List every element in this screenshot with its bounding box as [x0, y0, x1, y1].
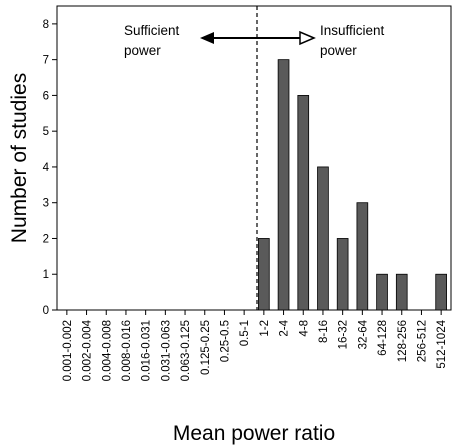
bar-512-1024: [435, 273, 447, 311]
y-tick-label: 5: [43, 126, 49, 138]
bar-4-8: [297, 95, 310, 311]
y-tick-label: 1: [43, 269, 49, 281]
annotation-sufficient-line1: Sufficient: [124, 23, 180, 38]
x-tick-label: 0.031-0.063: [160, 320, 172, 381]
x-tick-label: 32-64: [357, 319, 369, 349]
x-tick-label: 4-8: [298, 320, 310, 337]
bar-1-2: [258, 238, 270, 311]
x-tick-label: 64-128: [377, 320, 389, 356]
x-tick-label: 256-512: [416, 320, 428, 362]
x-tick-label: 0.008-0.016: [121, 320, 133, 381]
bar-128-256: [395, 273, 408, 311]
annotation-sufficient-line2: power: [124, 43, 161, 58]
x-tick-label: 2-4: [279, 319, 291, 336]
y-tick-label: 4: [43, 162, 50, 174]
bar-16-32: [336, 238, 349, 311]
x-tick-label: 0.125-0.25: [200, 320, 212, 375]
y-tick-label: 2: [43, 233, 49, 245]
x-tick-label: 1-2: [259, 320, 271, 337]
x-tick-label: 0.004-0.008: [101, 320, 113, 381]
y-tick-label: 3: [43, 198, 49, 210]
x-tick-label: 16-32: [338, 320, 350, 349]
x-tick-label: 8-16: [318, 320, 330, 343]
y-tick-label: 8: [43, 19, 49, 31]
plot-frame: [56, 5, 452, 311]
x-tick-label: 0.002-0.004: [82, 319, 94, 381]
x-tick-label: 0.016-0.031: [141, 320, 153, 381]
bar-64-128: [376, 273, 388, 311]
bar-32-64: [356, 202, 369, 311]
y-tick-label: 6: [43, 90, 49, 102]
x-tick-label: 0.063-0.125: [180, 320, 192, 381]
annotation-insufficient-line1: Insufficient: [320, 23, 385, 38]
x-axis-title: Mean power ratio: [173, 422, 335, 445]
bar-2-4: [277, 59, 290, 311]
bars: [258, 59, 447, 311]
x-tick-label: 0.5-1: [239, 320, 251, 346]
bar-8-16: [317, 166, 329, 311]
x-tick-label: 0.001-0.002: [62, 320, 74, 381]
x-tick-label: 512-1024: [436, 319, 448, 368]
arrow-head-right: [299, 30, 316, 46]
x-tick-label: 0.25-0.5: [219, 320, 231, 362]
y-axis: 0 1 2 3 4 5 6 7 8: [43, 19, 57, 317]
x-axis: 0.001-0.002 0.002-0.004 0.004-0.008 0.008-0…: [62, 310, 448, 381]
y-tick-label: 7: [43, 55, 49, 67]
arrow-head-left: [200, 32, 214, 44]
x-tick-label: 128-256: [397, 320, 409, 362]
double-arrow: [200, 30, 316, 46]
y-axis-title: Number of studies: [8, 73, 31, 243]
annotation-insufficient-line2: power: [320, 43, 357, 58]
y-tick-label: 0: [43, 305, 49, 317]
